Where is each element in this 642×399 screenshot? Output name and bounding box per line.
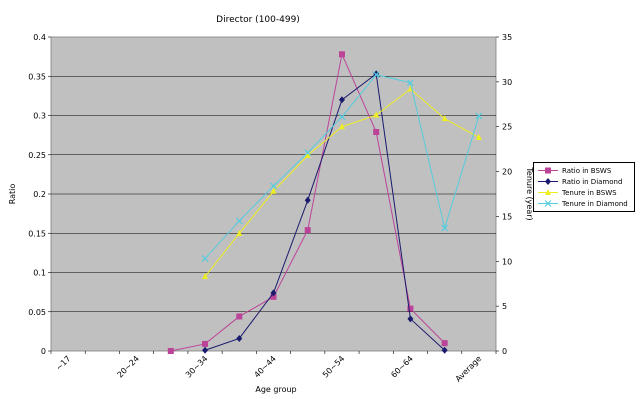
legend-swatch: [538, 178, 558, 185]
legend: Ratio in BSWS Ratio in Diamond Tenure in B…: [533, 162, 635, 212]
x-tick-label: 50~54: [321, 354, 347, 380]
data-point: [373, 128, 380, 135]
data-point: [338, 123, 345, 130]
left-tick-label: 0.1: [33, 269, 46, 278]
right-tick-label: 0: [502, 347, 507, 356]
left-tick-label: 0.25: [28, 151, 46, 160]
x-axis-title: Age group: [255, 385, 296, 394]
series-tenure-in-diamond: [201, 71, 483, 263]
x-tick-label: 40~44: [252, 354, 278, 380]
data-point: [441, 224, 449, 232]
series-line: [204, 72, 445, 351]
data-point: [338, 51, 345, 58]
legend-swatch: [538, 189, 558, 195]
right-tick-label: 25: [502, 123, 512, 132]
data-point: [202, 340, 209, 347]
y2-axis-title: Tenure (year): [525, 166, 534, 220]
legend-label: Ratio in Diamond: [562, 177, 623, 186]
data-point: [544, 200, 552, 207]
data-point: [304, 227, 311, 234]
data-point: [202, 273, 209, 280]
x-tick-label: ~17: [54, 354, 72, 372]
x-tick-label: Average: [454, 354, 484, 384]
data-point: [236, 334, 243, 342]
data-point: [545, 189, 551, 195]
legend-swatch: [538, 200, 558, 207]
data-point: [304, 151, 311, 158]
data-point: [270, 182, 277, 190]
data-point: [441, 346, 448, 354]
right-axis-ticks: 0 5 10 15 20 25 30 35: [496, 33, 512, 356]
data-point: [441, 340, 448, 347]
data-point: [545, 178, 551, 185]
data-point: [304, 196, 311, 204]
data-point: [270, 187, 277, 194]
data-point: [202, 346, 209, 354]
y-axis-title: Ratio: [8, 184, 17, 205]
legend-label: Tenure in Diamond: [562, 199, 628, 208]
data-point: [338, 96, 345, 104]
chart-title: Director (100-499): [216, 15, 300, 25]
series-ratio-in-diamond: [202, 70, 448, 354]
left-tick-label: 0: [41, 347, 46, 356]
x-tick-label: 20~24: [115, 354, 141, 380]
left-tick-label: 0.4: [33, 33, 46, 42]
series-ratio-in-bsws: [167, 51, 448, 354]
legend-item: Ratio in Diamond: [537, 176, 631, 187]
x-tick-label: 60~64: [389, 354, 415, 380]
data-point: [372, 71, 380, 79]
legend-label: Tenure in BSWS: [562, 188, 617, 197]
gridlines: [51, 75, 496, 313]
right-tick-label: 30: [502, 78, 512, 87]
data-point: [167, 348, 174, 354]
right-tick-label: 15: [502, 212, 512, 221]
data-point: [236, 313, 243, 320]
right-tick-label: 5: [502, 302, 507, 311]
right-tick-label: 10: [502, 257, 512, 266]
data-point: [270, 289, 277, 297]
right-tick-label: 20: [502, 168, 512, 177]
data-point: [406, 79, 414, 87]
x-tick-label: 30~34: [184, 354, 210, 380]
data-point: [235, 217, 243, 225]
legend-swatch: [538, 167, 558, 174]
data-point: [201, 255, 209, 263]
legend-item: Tenure in Diamond: [537, 198, 631, 209]
data-point: [373, 111, 380, 118]
series-group: [167, 51, 483, 354]
data-point: [338, 113, 346, 121]
legend-item: Tenure in BSWS: [537, 187, 631, 198]
left-tick-label: 0.2: [33, 190, 46, 199]
data-point: [407, 305, 414, 312]
data-point: [407, 315, 414, 323]
left-axis-ticks: 0 0.05 0.1 0.15 0.2 0.25 0.3 0.35 0.4: [28, 33, 51, 356]
data-point: [270, 293, 277, 300]
data-point: [236, 229, 243, 236]
legend-label: Ratio in BSWS: [562, 166, 612, 175]
data-point: [475, 133, 482, 140]
left-tick-label: 0.15: [28, 229, 46, 238]
left-tick-label: 0.05: [28, 308, 46, 317]
left-tick-label: 0.35: [28, 72, 46, 81]
x-axis-ticks: ~17 20~24 30~34 40~44 50~54 60~64 Average: [50, 351, 497, 384]
data-point: [545, 167, 551, 174]
data-point: [475, 112, 483, 120]
legend-item: Ratio in BSWS: [537, 165, 631, 176]
data-point: [304, 149, 312, 157]
series-tenure-in-bsws: [202, 85, 482, 280]
right-tick-label: 35: [502, 33, 512, 42]
left-tick-label: 0.3: [33, 112, 46, 121]
data-point: [441, 115, 448, 122]
